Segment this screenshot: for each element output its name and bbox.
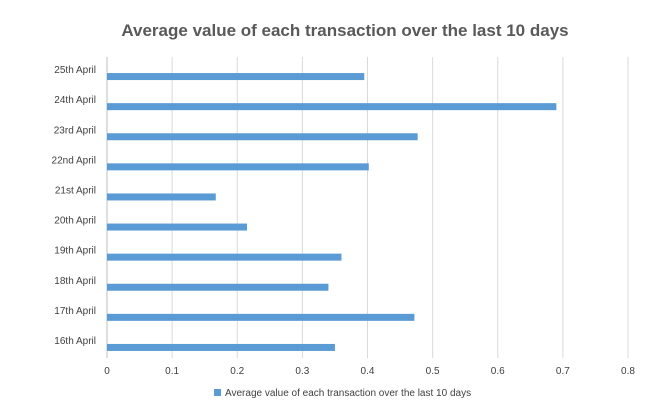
bar — [107, 193, 216, 201]
category-labels: 25th April 24th April 23rd April 22nd April… — [52, 65, 96, 347]
bar — [107, 103, 557, 111]
x-tick-label: 0.8 — [621, 366, 635, 377]
bar — [107, 163, 369, 171]
category-label: 24th April — [54, 95, 96, 106]
category-label: 21st April — [55, 185, 96, 196]
bar — [107, 73, 365, 81]
chart-title: Average value of each transaction over t… — [121, 21, 568, 40]
gridlines — [106, 57, 629, 358]
x-tick-label: 0.6 — [491, 366, 505, 377]
x-tick-label: 0.5 — [426, 366, 440, 377]
category-label: 25th April — [54, 65, 96, 76]
legend-swatch — [214, 389, 221, 396]
bar — [107, 133, 418, 141]
category-label: 20th April — [54, 216, 96, 227]
bar — [107, 253, 342, 261]
category-label: 17th April — [54, 306, 96, 317]
bar — [107, 343, 335, 351]
x-tick-labels: 0 0.1 0.2 0.3 0.4 0.5 0.6 0.7 0.8 — [104, 366, 635, 377]
x-tick-label: 0 — [104, 366, 110, 377]
legend-label: Average value of each transaction over t… — [225, 388, 471, 399]
category-label: 16th April — [54, 336, 96, 347]
bars — [107, 73, 557, 351]
category-label: 22nd April — [52, 155, 96, 166]
x-tick-label: 0.4 — [361, 366, 375, 377]
x-tick-label: 0.7 — [556, 366, 570, 377]
x-tick-label: 0.1 — [165, 366, 179, 377]
legend: Average value of each transaction over t… — [214, 388, 471, 399]
category-label: 18th April — [54, 276, 96, 287]
x-tick-label: 0.2 — [230, 366, 244, 377]
bar — [107, 313, 415, 321]
bar — [107, 223, 248, 231]
category-label: 23rd April — [54, 125, 96, 136]
bar — [107, 283, 329, 291]
category-label: 19th April — [54, 246, 96, 257]
x-tick-label: 0.3 — [295, 366, 309, 377]
